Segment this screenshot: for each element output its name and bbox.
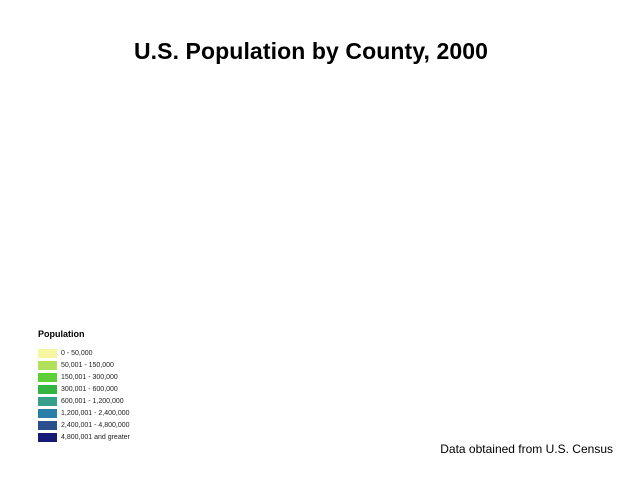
legend: Population 0 - 50,000 50,001 - 150,000 1…	[38, 329, 178, 443]
legend-label: 300,001 - 600,000	[61, 385, 118, 393]
legend-item: 50,001 - 150,000	[38, 359, 178, 371]
legend-swatch	[38, 432, 57, 442]
legend-swatch	[38, 396, 57, 406]
legend-label: 150,001 - 300,000	[61, 373, 118, 381]
legend-label: 2,400,001 - 4,800,000	[61, 421, 130, 429]
map-area	[40, 90, 600, 320]
legend-item: 4,800,001 and greater	[38, 431, 178, 443]
legend-item: 150,001 - 300,000	[38, 371, 178, 383]
legend-title: Population	[38, 329, 85, 339]
legend-swatch	[38, 360, 57, 370]
legend-item: 1,200,001 - 2,400,000	[38, 407, 178, 419]
legend-items: 0 - 50,000 50,001 - 150,000 150,001 - 30…	[38, 347, 178, 443]
source-note: Data obtained from U.S. Census	[440, 442, 613, 456]
legend-label: 0 - 50,000	[61, 349, 93, 357]
legend-item: 300,001 - 600,000	[38, 383, 178, 395]
legend-item: 600,001 - 1,200,000	[38, 395, 178, 407]
legend-swatch	[38, 420, 57, 430]
legend-item: 0 - 50,000	[38, 347, 178, 359]
legend-swatch	[38, 384, 57, 394]
legend-label: 4,800,001 and greater	[61, 433, 130, 441]
legend-swatch	[38, 408, 57, 418]
legend-swatch	[38, 372, 57, 382]
map-title: U.S. Population by County, 2000	[133, 38, 489, 64]
legend-label: 1,200,001 - 2,400,000	[61, 409, 130, 417]
legend-item: 2,400,001 - 4,800,000	[38, 419, 178, 431]
legend-label: 50,001 - 150,000	[61, 361, 114, 369]
legend-label: 600,001 - 1,200,000	[61, 397, 124, 405]
legend-swatch	[38, 348, 57, 358]
